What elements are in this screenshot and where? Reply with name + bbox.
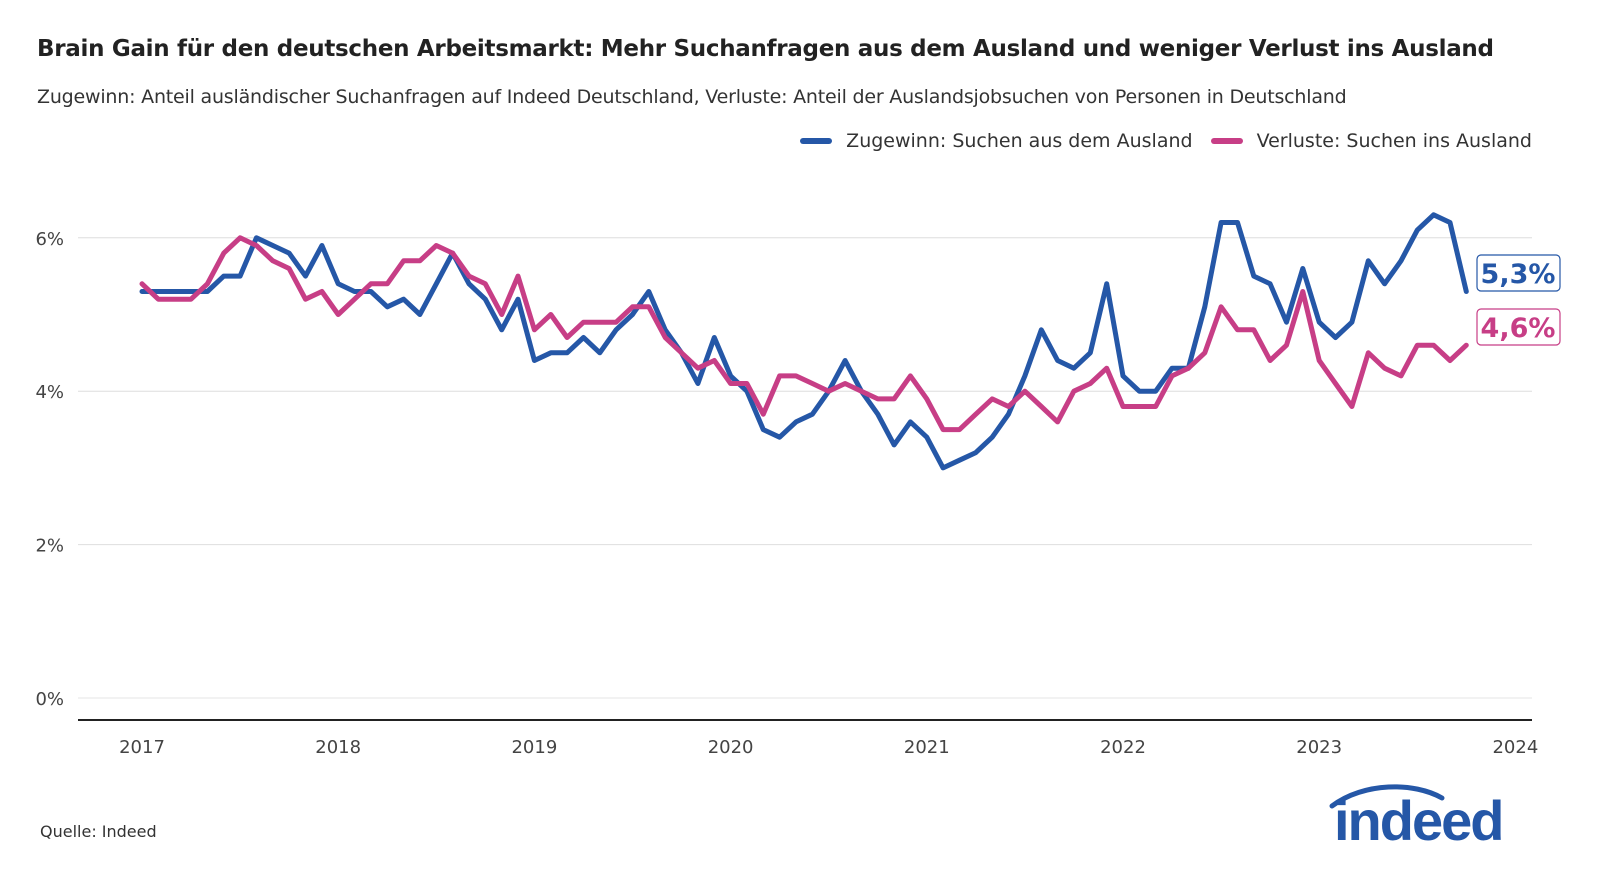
legend-label-zugewinn: Zugewinn: Suchen aus dem Ausland [846, 130, 1193, 152]
series-line-verluste [139, 235, 1469, 433]
y-tick-label: 0% [35, 689, 64, 710]
legend: Zugewinn: Suchen aus dem Ausland Verlust… [800, 130, 1532, 152]
legend-item-zugewinn: Zugewinn: Suchen aus dem Ausland [800, 130, 1193, 152]
indeed-logo: indeed [1329, 784, 1504, 850]
legend-label-verluste: Verluste: Suchen ins Ausland [1256, 130, 1532, 152]
end-label: 4,6% [1481, 313, 1556, 344]
end-label: 5,3% [1481, 259, 1556, 290]
legend-item-verluste: Verluste: Suchen ins Ausland [1210, 130, 1532, 152]
chart-subtitle: Zugewinn: Anteil ausländischer Suchanfra… [37, 86, 1347, 108]
x-tick-label: 2017 [119, 737, 165, 758]
end-label-box [1476, 308, 1561, 346]
legend-swatch-verluste [1210, 138, 1243, 144]
x-tick-label: 2020 [708, 737, 754, 758]
y-tick-label: 6% [35, 229, 64, 250]
svg-text:indeed: indeed [1334, 789, 1502, 850]
x-tick-label: 2019 [511, 737, 557, 758]
y-tick-label: 4% [35, 382, 64, 403]
x-tick-label: 2023 [1296, 737, 1342, 758]
x-tick-label: 2024 [1492, 737, 1538, 758]
source-note: Quelle: Indeed [40, 822, 157, 841]
x-tick-label: 2022 [1100, 737, 1146, 758]
series-line-zugewinn [139, 212, 1469, 471]
legend-swatch-zugewinn [800, 138, 833, 144]
x-tick-label: 2018 [315, 737, 361, 758]
chart-title: Brain Gain für den deutschen Arbeitsmark… [37, 36, 1494, 62]
x-tick-label: 2021 [904, 737, 950, 758]
y-tick-label: 2% [35, 536, 64, 557]
end-label-box [1476, 254, 1561, 292]
